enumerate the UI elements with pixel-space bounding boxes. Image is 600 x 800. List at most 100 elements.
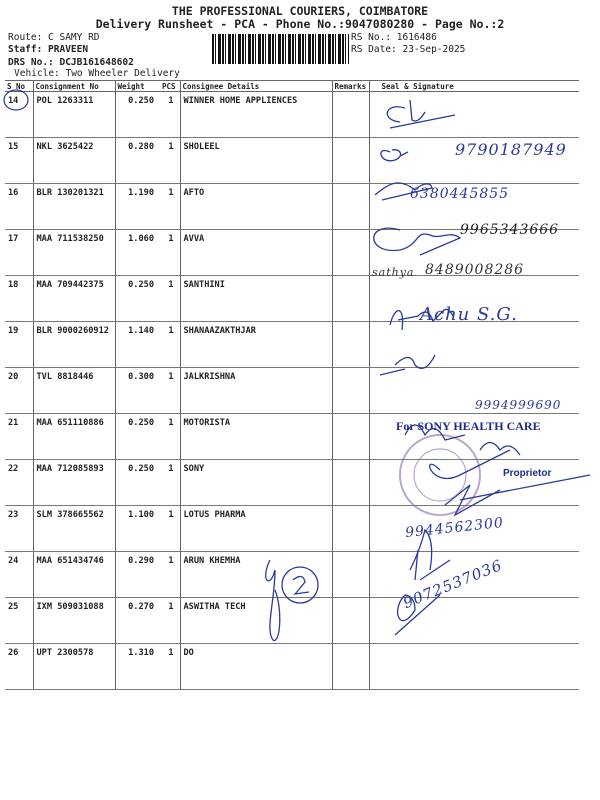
rs-number: RS No.: 1616486 — [351, 32, 437, 43]
table-row: 24 MAA 651434746 0.290 1 ARUN KHEMHA — [5, 551, 579, 598]
drs-number: DRS No.: DCJB161648602 — [8, 57, 134, 68]
cell-signature — [368, 275, 579, 322]
cell-sno: 25 — [5, 597, 33, 644]
cell-consignment: SLM 378665562 — [32, 505, 115, 552]
table-row: 17 MAA 711538250 1.060 1 AVVA — [5, 229, 579, 276]
cell-consignee: SANTHINI — [179, 275, 332, 322]
staff: Staff: PRAVEEN — [8, 44, 89, 55]
route: Route: C SAMY RD — [8, 32, 100, 43]
cell-consignee: WINNER HOME APPLIENCES — [179, 91, 332, 138]
cell-consignee: ASWITHA TECH — [179, 597, 332, 644]
cell-consignee: AVVA — [179, 229, 332, 276]
cell-consignment: IXM 509031088 — [32, 597, 115, 644]
cell-consignee: AFTO — [179, 183, 332, 230]
cell-sno: 19 — [5, 321, 33, 368]
signatures-icon — [373, 99, 591, 636]
table-row: 26 UPT 2300578 1.310 1 DO — [5, 643, 579, 690]
cell-remarks — [331, 183, 369, 230]
cell-sno: 15 — [5, 137, 33, 184]
cell-consignment: BLR 130201321 — [32, 183, 115, 230]
cell-remarks — [331, 229, 369, 276]
cell-pcs: 1 — [160, 643, 180, 690]
hw-phone-21: 9994999690 — [475, 398, 562, 412]
cell-remarks — [331, 413, 369, 460]
cell-pcs: 1 — [160, 321, 180, 368]
vehicle: Vehicle: Two Wheeler Delivery — [14, 68, 180, 79]
cell-weight: 0.250 — [114, 413, 160, 460]
cell-consignment: MAA 651110886 — [32, 413, 115, 460]
cell-remarks — [331, 91, 369, 138]
cell-consignment: POL 1263311 — [32, 91, 115, 138]
cell-consignment: MAA 711538250 — [32, 229, 115, 276]
cell-remarks — [331, 551, 369, 598]
runsheet-table: S No Consignment No Weight PCS Consignee… — [5, 80, 579, 690]
cell-signature — [368, 91, 579, 138]
cell-consignee: JALKRISHNA — [179, 367, 332, 414]
cell-sno: 16 — [5, 183, 33, 230]
circle-mark-icon — [3, 89, 29, 111]
cell-consignee: LOTUS PHARMA — [179, 505, 332, 552]
company-title: THE PROFESSIONAL COURIERS, COIMBATORE — [171, 4, 429, 18]
col-pcs: PCS — [160, 80, 180, 92]
rs-date: RS Date: 23-Sep-2025 — [351, 44, 466, 55]
cell-signature — [368, 183, 579, 230]
cell-consignee: ARUN KHEMHA — [179, 551, 332, 598]
cell-consignment: NKL 3625422 — [32, 137, 115, 184]
cell-consignment: BLR 9000260912 — [32, 321, 115, 368]
cell-consignee: MOTORISTA — [179, 413, 332, 460]
col-remarks: Remarks — [331, 80, 369, 92]
cell-weight: 0.290 — [114, 551, 160, 598]
cell-weight: 1.140 — [114, 321, 160, 368]
cell-pcs: 1 — [160, 459, 180, 506]
cell-signature — [368, 643, 579, 690]
cell-remarks — [331, 275, 369, 322]
cell-weight: 0.250 — [114, 459, 160, 506]
cell-weight: 1.190 — [114, 183, 160, 230]
hw-phone-15: 9790187949 — [455, 140, 567, 159]
scribble-signature-icon — [265, 559, 319, 641]
cell-sno: 26 — [5, 643, 33, 690]
cell-pcs: 1 — [160, 229, 180, 276]
table-row: 16 BLR 130201321 1.190 1 AFTO — [5, 183, 579, 230]
barcode — [212, 34, 349, 64]
cell-pcs: 1 — [160, 551, 180, 598]
cell-sno: 20 — [5, 367, 33, 414]
cell-pcs: 1 — [160, 367, 180, 414]
cell-consignee: SHOLEEL — [179, 137, 332, 184]
cell-sno: 23 — [5, 505, 33, 552]
cell-remarks — [331, 597, 369, 644]
col-consignment: Consignment No — [32, 80, 115, 92]
cell-sno: 22 — [5, 459, 33, 506]
hw-name-18: sathya — [372, 266, 415, 279]
cell-consignment: TVL 8818446 — [32, 367, 115, 414]
table-row: 19 BLR 9000260912 1.140 1 SHANAAZAKTHJAR — [5, 321, 579, 368]
table-row: 23 SLM 378665562 1.100 1 LOTUS PHARMA — [5, 505, 579, 552]
table-row: 18 MAA 709442375 0.250 1 SANTHINI — [5, 275, 579, 322]
lotus-pharma-seal-icon — [399, 434, 481, 516]
cell-pcs: 1 — [160, 275, 180, 322]
cell-sno: 24 — [5, 551, 33, 598]
cell-consignment: MAA 712085893 — [32, 459, 115, 506]
runsheet-subtitle: Delivery Runsheet - PCA - Phone No.:9047… — [95, 17, 505, 31]
cell-remarks — [331, 459, 369, 506]
cell-signature — [368, 367, 579, 414]
cell-pcs: 1 — [160, 137, 180, 184]
cell-consignee: SHANAAZAKTHJAR — [179, 321, 332, 368]
cell-signature — [368, 137, 579, 184]
cell-remarks — [331, 321, 369, 368]
cell-remarks — [331, 137, 369, 184]
cell-consignee: DO — [179, 643, 332, 690]
cell-remarks — [331, 505, 369, 552]
cell-signature — [368, 229, 579, 276]
hw-phone-18: 8489008286 — [425, 262, 525, 278]
cell-signature — [368, 505, 579, 552]
table-row: 22 MAA 712085893 0.250 1 SONY — [5, 459, 579, 506]
hw-name-19: Achu S.G. — [420, 304, 518, 325]
cell-weight: 0.250 — [114, 275, 160, 322]
cell-consignment: MAA 709442375 — [32, 275, 115, 322]
cell-consignment: UPT 2300578 — [32, 643, 115, 690]
cell-pcs: 1 — [160, 505, 180, 552]
cell-weight: 0.300 — [114, 367, 160, 414]
table-row: 20 TVL 8818446 0.300 1 JALKRISHNA — [5, 367, 579, 414]
cell-weight: 1.060 — [114, 229, 160, 276]
